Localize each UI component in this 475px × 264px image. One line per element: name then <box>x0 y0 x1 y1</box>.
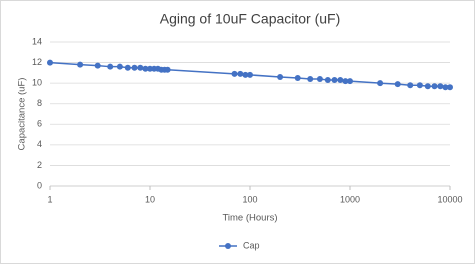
data-point <box>137 64 144 71</box>
data-point <box>94 62 101 69</box>
data-point <box>431 83 438 90</box>
data-point <box>294 75 301 81</box>
y-tick-label: 10 <box>32 78 42 88</box>
data-point <box>77 61 84 68</box>
data-point <box>147 65 153 72</box>
data-point <box>442 84 449 91</box>
x-tick-label: 1000 <box>340 194 360 204</box>
data-point <box>131 64 138 71</box>
data-point <box>142 65 149 72</box>
data-point <box>316 76 323 83</box>
y-axis-label: Capacitance (uF) <box>17 78 28 151</box>
data-point <box>447 84 453 91</box>
data-point <box>337 77 344 84</box>
data-point <box>342 78 349 85</box>
y-tick-label: 8 <box>37 98 42 108</box>
data-point <box>242 71 249 78</box>
data-point <box>394 81 401 88</box>
data-point <box>331 77 338 84</box>
legend-marker <box>225 243 231 249</box>
data-point <box>107 63 114 70</box>
data-point <box>237 70 244 77</box>
y-tick-label: 0 <box>37 180 42 190</box>
y-tick-label: 2 <box>37 160 42 170</box>
data-point <box>416 82 423 89</box>
y-tick-label: 14 <box>32 36 42 46</box>
data-point <box>347 78 353 85</box>
data-point <box>164 66 171 73</box>
data-point <box>277 73 284 80</box>
x-tick-label: 10000 <box>437 194 462 204</box>
data-point <box>407 82 414 89</box>
data-point <box>424 83 431 90</box>
data-point <box>307 76 314 83</box>
data-point <box>377 80 384 87</box>
data-point <box>324 77 331 84</box>
data-point <box>116 63 123 70</box>
data-point <box>247 71 253 78</box>
data-point <box>47 59 53 66</box>
data-point <box>437 83 444 90</box>
data-point <box>231 70 238 77</box>
x-tick-label: 10 <box>145 194 155 204</box>
chart-title: Aging of 10uF Capacitor (uF) <box>160 11 341 27</box>
data-point <box>124 64 131 71</box>
y-tick-label: 12 <box>32 57 42 67</box>
x-axis-label: Time (Hours) <box>222 213 277 224</box>
x-tick-label: 1 <box>47 194 52 204</box>
y-tick-label: 4 <box>37 139 42 149</box>
legend-label: Cap <box>243 240 260 250</box>
x-tick-label: 100 <box>242 194 257 204</box>
y-tick-label: 6 <box>37 119 42 129</box>
